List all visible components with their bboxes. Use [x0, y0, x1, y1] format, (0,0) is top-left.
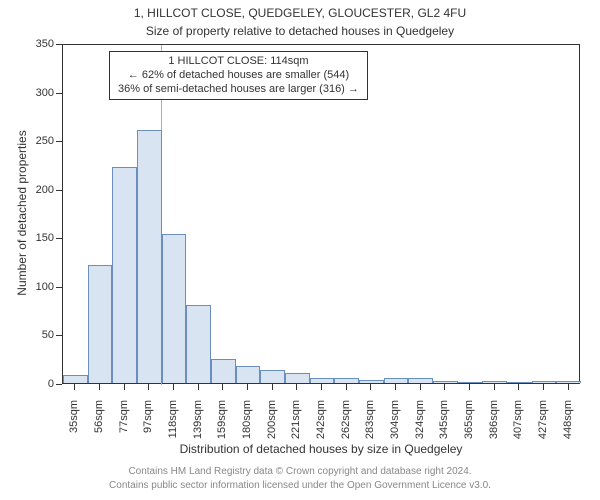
- y-tick-label: 50: [28, 329, 54, 341]
- x-tick-label: 221sqm: [290, 400, 302, 450]
- x-tick: [420, 384, 421, 390]
- x-tick: [543, 384, 544, 390]
- x-tick-label: 139sqm: [192, 400, 204, 450]
- x-tick: [346, 384, 347, 390]
- chart-title-address: 1, HILLCOT CLOSE, QUEDGELEY, GLOUCESTER,…: [0, 6, 600, 20]
- bar: [260, 370, 285, 383]
- x-tick: [247, 384, 248, 390]
- y-tick: [56, 93, 62, 94]
- bar: [285, 373, 310, 383]
- x-tick: [370, 384, 371, 390]
- x-tick-label: 262sqm: [340, 400, 352, 450]
- x-tick-label: 180sqm: [241, 400, 253, 450]
- x-tick: [494, 384, 495, 390]
- footer-line-1: Contains HM Land Registry data © Crown c…: [0, 466, 600, 477]
- bar: [162, 234, 187, 383]
- x-tick: [469, 384, 470, 390]
- bar: [236, 366, 261, 383]
- x-tick-label: 304sqm: [389, 400, 401, 450]
- x-tick: [272, 384, 273, 390]
- bar: [211, 359, 236, 383]
- bar: [310, 378, 335, 383]
- x-tick: [296, 384, 297, 390]
- annotation-line-3: 36% of semi-detached houses are larger (…: [118, 83, 359, 97]
- y-tick-label: 300: [28, 87, 54, 99]
- bar: [458, 382, 483, 383]
- y-tick: [56, 190, 62, 191]
- bar: [88, 265, 113, 384]
- y-tick: [56, 44, 62, 45]
- plot-area: 1 HILLCOT CLOSE: 114sqm ← 62% of detache…: [62, 44, 580, 384]
- bar: [384, 378, 409, 383]
- y-tick-label: 250: [28, 135, 54, 147]
- annotation-box: 1 HILLCOT CLOSE: 114sqm ← 62% of detache…: [109, 51, 368, 100]
- chart-subtitle: Size of property relative to detached ho…: [0, 24, 600, 38]
- bar: [532, 381, 557, 383]
- bar: [137, 130, 162, 383]
- bar: [334, 378, 359, 383]
- x-tick-label: 427sqm: [537, 400, 549, 450]
- y-tick-label: 150: [28, 232, 54, 244]
- x-tick-label: 242sqm: [315, 400, 327, 450]
- x-tick-label: 35sqm: [68, 400, 80, 450]
- annotation-line-2: ← 62% of detached houses are smaller (54…: [118, 69, 359, 83]
- y-tick-label: 200: [28, 184, 54, 196]
- y-tick: [56, 141, 62, 142]
- x-tick: [198, 384, 199, 390]
- x-tick: [99, 384, 100, 390]
- bar: [482, 381, 507, 383]
- x-tick-label: 345sqm: [438, 400, 450, 450]
- x-tick-label: 77sqm: [118, 400, 130, 450]
- x-tick: [518, 384, 519, 390]
- y-tick: [56, 238, 62, 239]
- x-tick: [444, 384, 445, 390]
- x-tick-label: 365sqm: [463, 400, 475, 450]
- x-tick-label: 159sqm: [216, 400, 228, 450]
- x-tick: [321, 384, 322, 390]
- bar: [186, 305, 211, 383]
- y-tick: [56, 335, 62, 336]
- x-tick-label: 386sqm: [488, 400, 500, 450]
- y-tick-label: 100: [28, 281, 54, 293]
- annotation-line-1: 1 HILLCOT CLOSE: 114sqm: [118, 55, 359, 69]
- chart-container: { "title1": "1, HILLCOT CLOSE, QUEDGELEY…: [0, 0, 600, 500]
- x-tick-label: 324sqm: [414, 400, 426, 450]
- bar: [408, 378, 433, 383]
- x-tick-label: 200sqm: [266, 400, 278, 450]
- bar: [433, 381, 458, 383]
- footer-line-2: Contains public sector information licen…: [0, 480, 600, 491]
- x-tick-label: 448sqm: [562, 400, 574, 450]
- x-tick: [124, 384, 125, 390]
- x-tick: [222, 384, 223, 390]
- x-tick: [568, 384, 569, 390]
- bar: [359, 380, 384, 383]
- y-tick-label: 0: [28, 378, 54, 390]
- y-tick: [56, 384, 62, 385]
- x-tick: [74, 384, 75, 390]
- x-tick-label: 407sqm: [512, 400, 524, 450]
- bar: [507, 382, 532, 383]
- bar: [556, 381, 581, 383]
- x-tick-label: 97sqm: [142, 400, 154, 450]
- x-tick-label: 283sqm: [364, 400, 376, 450]
- y-tick: [56, 287, 62, 288]
- y-tick-label: 350: [28, 38, 54, 50]
- y-axis-label: Number of detached properties: [15, 43, 29, 383]
- x-tick: [173, 384, 174, 390]
- x-tick: [148, 384, 149, 390]
- bar: [112, 167, 137, 383]
- bar: [63, 375, 88, 383]
- x-tick-label: 118sqm: [167, 400, 179, 450]
- x-tick: [395, 384, 396, 390]
- x-tick-label: 56sqm: [93, 400, 105, 450]
